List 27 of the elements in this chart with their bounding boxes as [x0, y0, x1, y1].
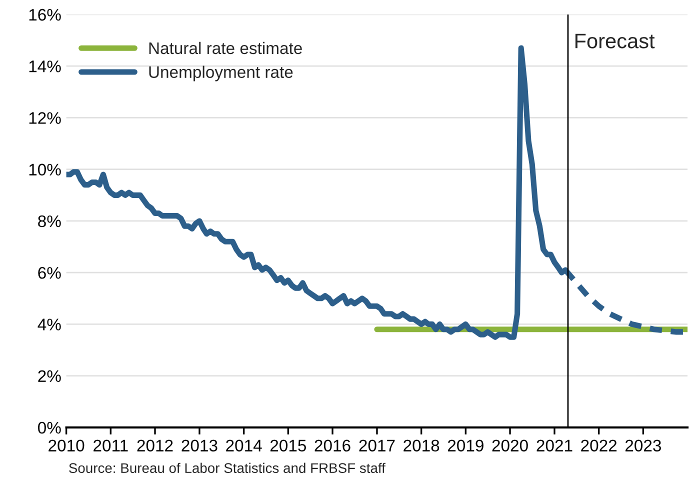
x-tick-label: 2015: [270, 440, 306, 452]
y-tick-label: 10%: [29, 164, 61, 176]
ref-line-label: Forecast: [575, 34, 655, 48]
y-tick-label: 2%: [38, 370, 61, 382]
x-tick-label: 2014: [226, 440, 262, 452]
y-tick-label: 14%: [29, 60, 61, 72]
x-tick-label: 2012: [137, 440, 173, 452]
x-tick-label: 2010: [48, 440, 84, 452]
x-tick-label: 2023: [625, 440, 661, 452]
x-tick-label: 2018: [404, 440, 440, 452]
x-tick-label: 2013: [182, 440, 218, 452]
y-tick-label: 12%: [29, 112, 61, 124]
y-tick-label: 6%: [38, 266, 61, 279]
x-tick-label: 2022: [581, 440, 617, 452]
legend-label: Unemployment rate: [149, 66, 293, 82]
x-tick-label: 2011: [94, 440, 128, 452]
x-tick-label: 2020: [492, 440, 528, 452]
source-note: Source: Bureau of Labor Statistics and FRBSF staff: [69, 462, 386, 474]
y-tick-label: 4%: [38, 318, 61, 330]
x-tick-label: 2016: [314, 440, 350, 452]
x-tick-label: 2021: [536, 440, 572, 452]
legend-label: Natural rate estimate: [149, 42, 302, 54]
y-tick-label: 8%: [38, 215, 61, 228]
y-tick-label: 0%: [38, 422, 61, 434]
x-tick-label: 2019: [448, 440, 484, 452]
y-tick-label: 16%: [29, 8, 61, 21]
x-tick-label: 2017: [359, 440, 395, 452]
